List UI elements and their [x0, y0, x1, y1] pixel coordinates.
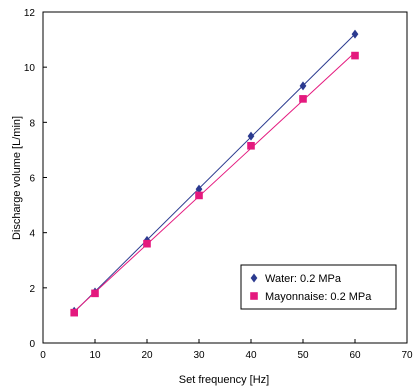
- series-1-point-4: [247, 141, 255, 150]
- series-0-point-3: [195, 184, 203, 194]
- x-tick-label-40: 40: [245, 350, 257, 361]
- x-tick-label-30: 30: [193, 350, 205, 361]
- series-0-point-6: [351, 29, 359, 39]
- y-axis-label-group: Discharge volume [L/min]: [11, 116, 23, 240]
- y-tick-label-6: 6: [29, 174, 35, 185]
- legend-box: [240, 264, 397, 310]
- y-tick-label-0: 0: [29, 339, 35, 350]
- series-0-point-5: [299, 81, 307, 91]
- legend-marker-1: [250, 292, 258, 300]
- series-0-point-4: [247, 131, 255, 141]
- series-1-point-6: [351, 51, 359, 60]
- x-tick-label-10: 10: [89, 350, 101, 361]
- series-1-point-5: [299, 95, 307, 103]
- legend-marker-0: [250, 273, 258, 283]
- y-tick-label-2: 2: [29, 284, 35, 295]
- x-tick-label-0: 0: [40, 350, 46, 361]
- y-tick-label-8: 8: [29, 118, 35, 129]
- x-tick-label-50: 50: [297, 350, 309, 361]
- x-tick-label-20: 20: [141, 350, 153, 361]
- legend-label-1: Mayonnaise: 0.2 MPa: [265, 291, 372, 303]
- series-0-trendline: [73, 33, 356, 313]
- y-tick-label-12: 12: [24, 8, 36, 19]
- y-tick-label-10: 10: [24, 63, 36, 74]
- series-1-point-3: [195, 191, 203, 200]
- series-1-point-0: [70, 308, 78, 317]
- series-1-trendline: [73, 51, 356, 312]
- x-tick-label-60: 60: [349, 350, 361, 361]
- y-axis-label: Discharge volume [L/min]: [11, 116, 23, 240]
- legend-label-0: Water: 0.2 MPa: [265, 273, 342, 285]
- series-1-point-1: [91, 289, 99, 298]
- x-axis-label: Set frequency [Hz]: [179, 374, 270, 386]
- legend: Water: 0.2 MPa Mayonnaise: 0.2 MPa: [240, 264, 397, 310]
- series-1-point-2: [143, 239, 151, 248]
- plot-area: 0 10 20 30 40 50 60 70 0 2 4 6 8 10 12: [24, 8, 413, 361]
- x-tick-label-70: 70: [401, 350, 413, 361]
- y-tick-label-4: 4: [29, 229, 35, 240]
